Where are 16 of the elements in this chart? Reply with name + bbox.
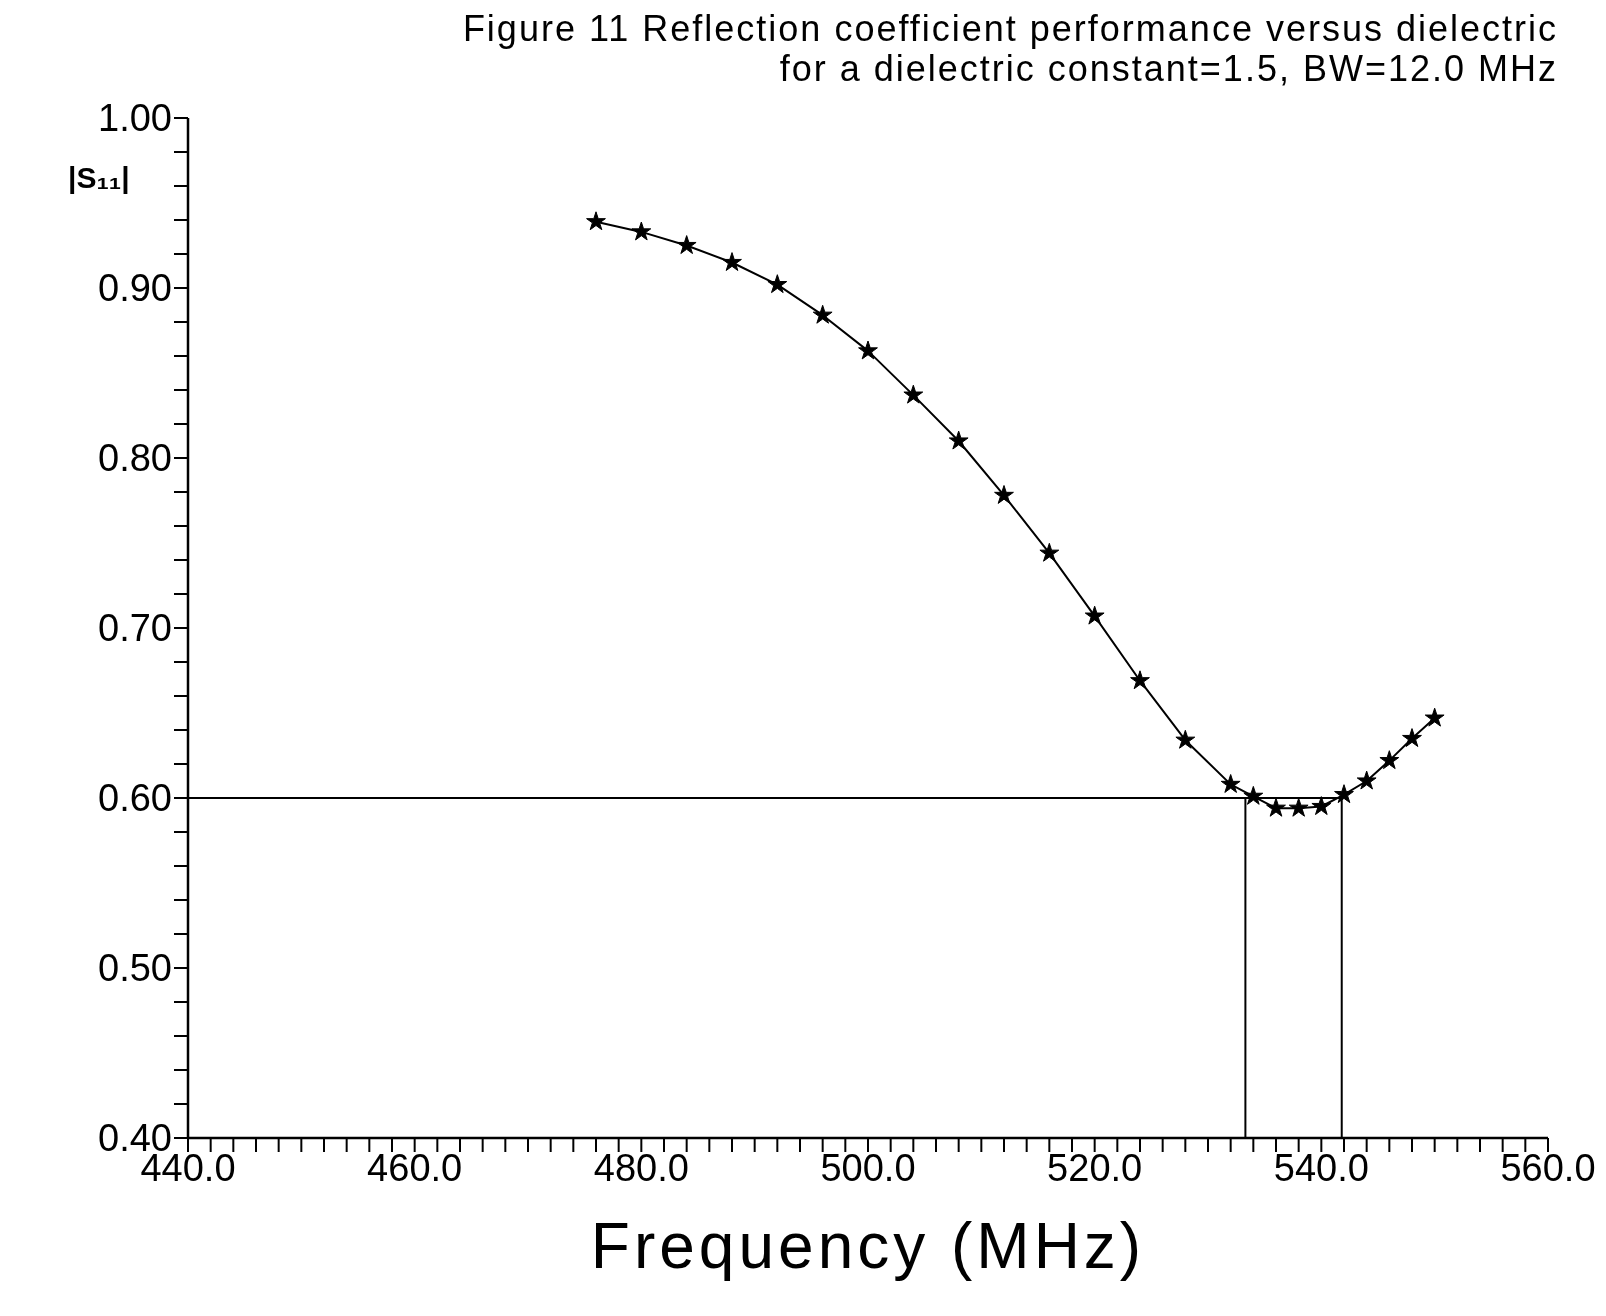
y-tick-label: 0.80 [98, 437, 172, 480]
chart-subtitle: for a dielectric constant=1.5, BW=12.0 MHz [779, 48, 1558, 90]
y-tick-label: 0.90 [98, 267, 172, 310]
chart-title: Figure 11 Reflection coefficient performance versus dielectric [462, 8, 1558, 50]
y-tick-label: 0.50 [98, 947, 172, 990]
x-tick-label: 480.0 [593, 1146, 689, 1189]
y-axis-title: |S₁₁| [68, 161, 130, 194]
x-axis-title: Frequency (MHz) [590, 1210, 1146, 1282]
x-tick-label: 520.0 [1047, 1146, 1143, 1189]
y-tick-label: 0.70 [98, 607, 172, 650]
x-tick-label: 540.0 [1273, 1146, 1369, 1189]
x-tick-label: 500.0 [820, 1146, 916, 1189]
x-tick-label: 560.0 [1500, 1146, 1596, 1189]
y-tick-label: 1.00 [98, 97, 172, 140]
y-tick-label: 0.60 [98, 777, 172, 820]
x-tick-label: 460.0 [367, 1146, 463, 1189]
